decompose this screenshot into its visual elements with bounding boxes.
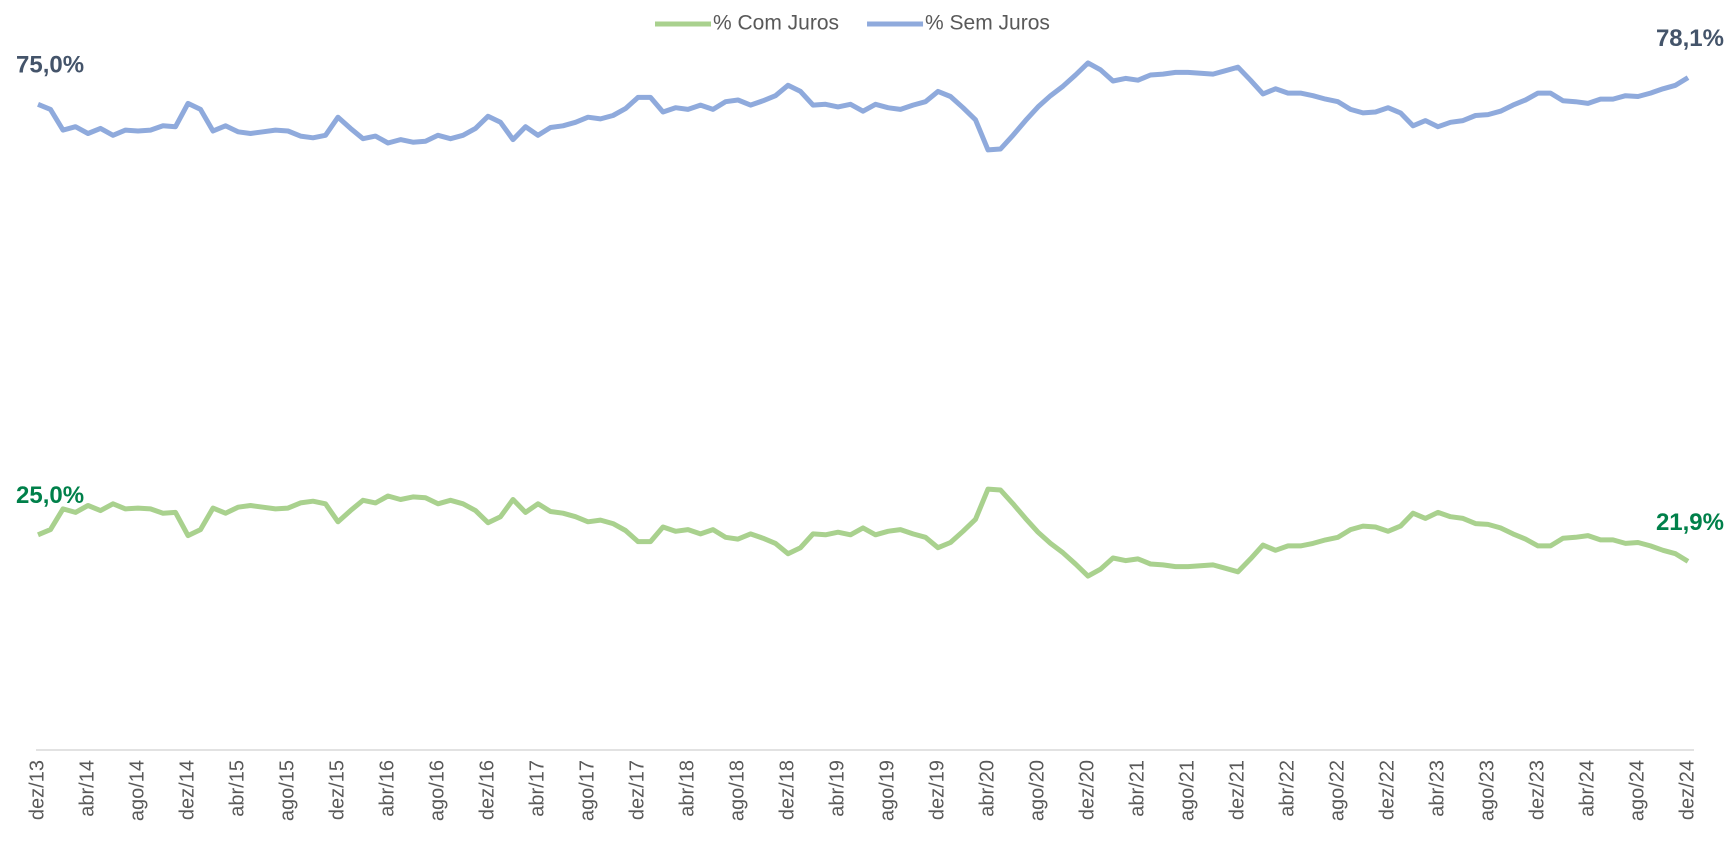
series-line	[37, 486, 1690, 579]
x-tick-label: abr/16	[376, 760, 398, 817]
x-tick-label: dez/21	[1226, 760, 1248, 820]
x-tick-label: ago/16	[426, 760, 448, 821]
data-label: 25,0%	[16, 482, 84, 509]
x-tick-label: ago/18	[726, 760, 748, 821]
data-label: 75,0%	[16, 52, 84, 79]
x-tick-label: dez/17	[626, 760, 648, 820]
x-tick-label: dez/19	[926, 760, 948, 820]
x-tick-label: dez/13	[26, 760, 48, 820]
x-tick-label: ago/19	[876, 760, 898, 821]
x-tick-label: ago/21	[1176, 760, 1198, 821]
x-tick-label: dez/24	[1676, 760, 1698, 820]
x-tick-label: abr/22	[1276, 760, 1298, 817]
x-tick-label: ago/20	[1026, 760, 1048, 821]
x-tick-label: abr/24	[1576, 760, 1598, 817]
x-tick-label: abr/20	[976, 760, 998, 817]
x-tick-label: ago/23	[1476, 760, 1498, 821]
x-tick-label: dez/22	[1376, 760, 1398, 820]
x-tick-label: ago/15	[276, 760, 298, 821]
data-label: 21,9%	[1656, 509, 1724, 536]
x-tick-label: ago/17	[576, 760, 598, 821]
x-tick-label: abr/19	[826, 760, 848, 817]
legend-label: % Sem Juros	[925, 12, 1050, 35]
x-tick-label: abr/21	[1126, 760, 1148, 817]
data-label: 78,1%	[1656, 25, 1724, 52]
legend-label: % Com Juros	[713, 12, 839, 35]
x-tick-label: ago/14	[126, 760, 148, 821]
x-tick-label: dez/18	[776, 760, 798, 820]
x-tick-label: dez/15	[326, 760, 348, 820]
x-tick-label: abr/17	[526, 760, 548, 817]
series-line	[37, 60, 1690, 153]
x-tick-label: dez/23	[1526, 760, 1548, 820]
x-tick-label: dez/20	[1076, 760, 1098, 820]
x-tick-label: abr/23	[1426, 760, 1448, 817]
x-tick-label: ago/22	[1326, 760, 1348, 821]
x-tick-label: dez/16	[476, 760, 498, 820]
x-tick-label: abr/15	[226, 760, 248, 817]
x-tick-label: abr/18	[676, 760, 698, 817]
x-tick-label: abr/14	[76, 760, 98, 817]
x-tick-label: dez/14	[176, 760, 198, 820]
x-tick-label: ago/24	[1626, 760, 1648, 821]
